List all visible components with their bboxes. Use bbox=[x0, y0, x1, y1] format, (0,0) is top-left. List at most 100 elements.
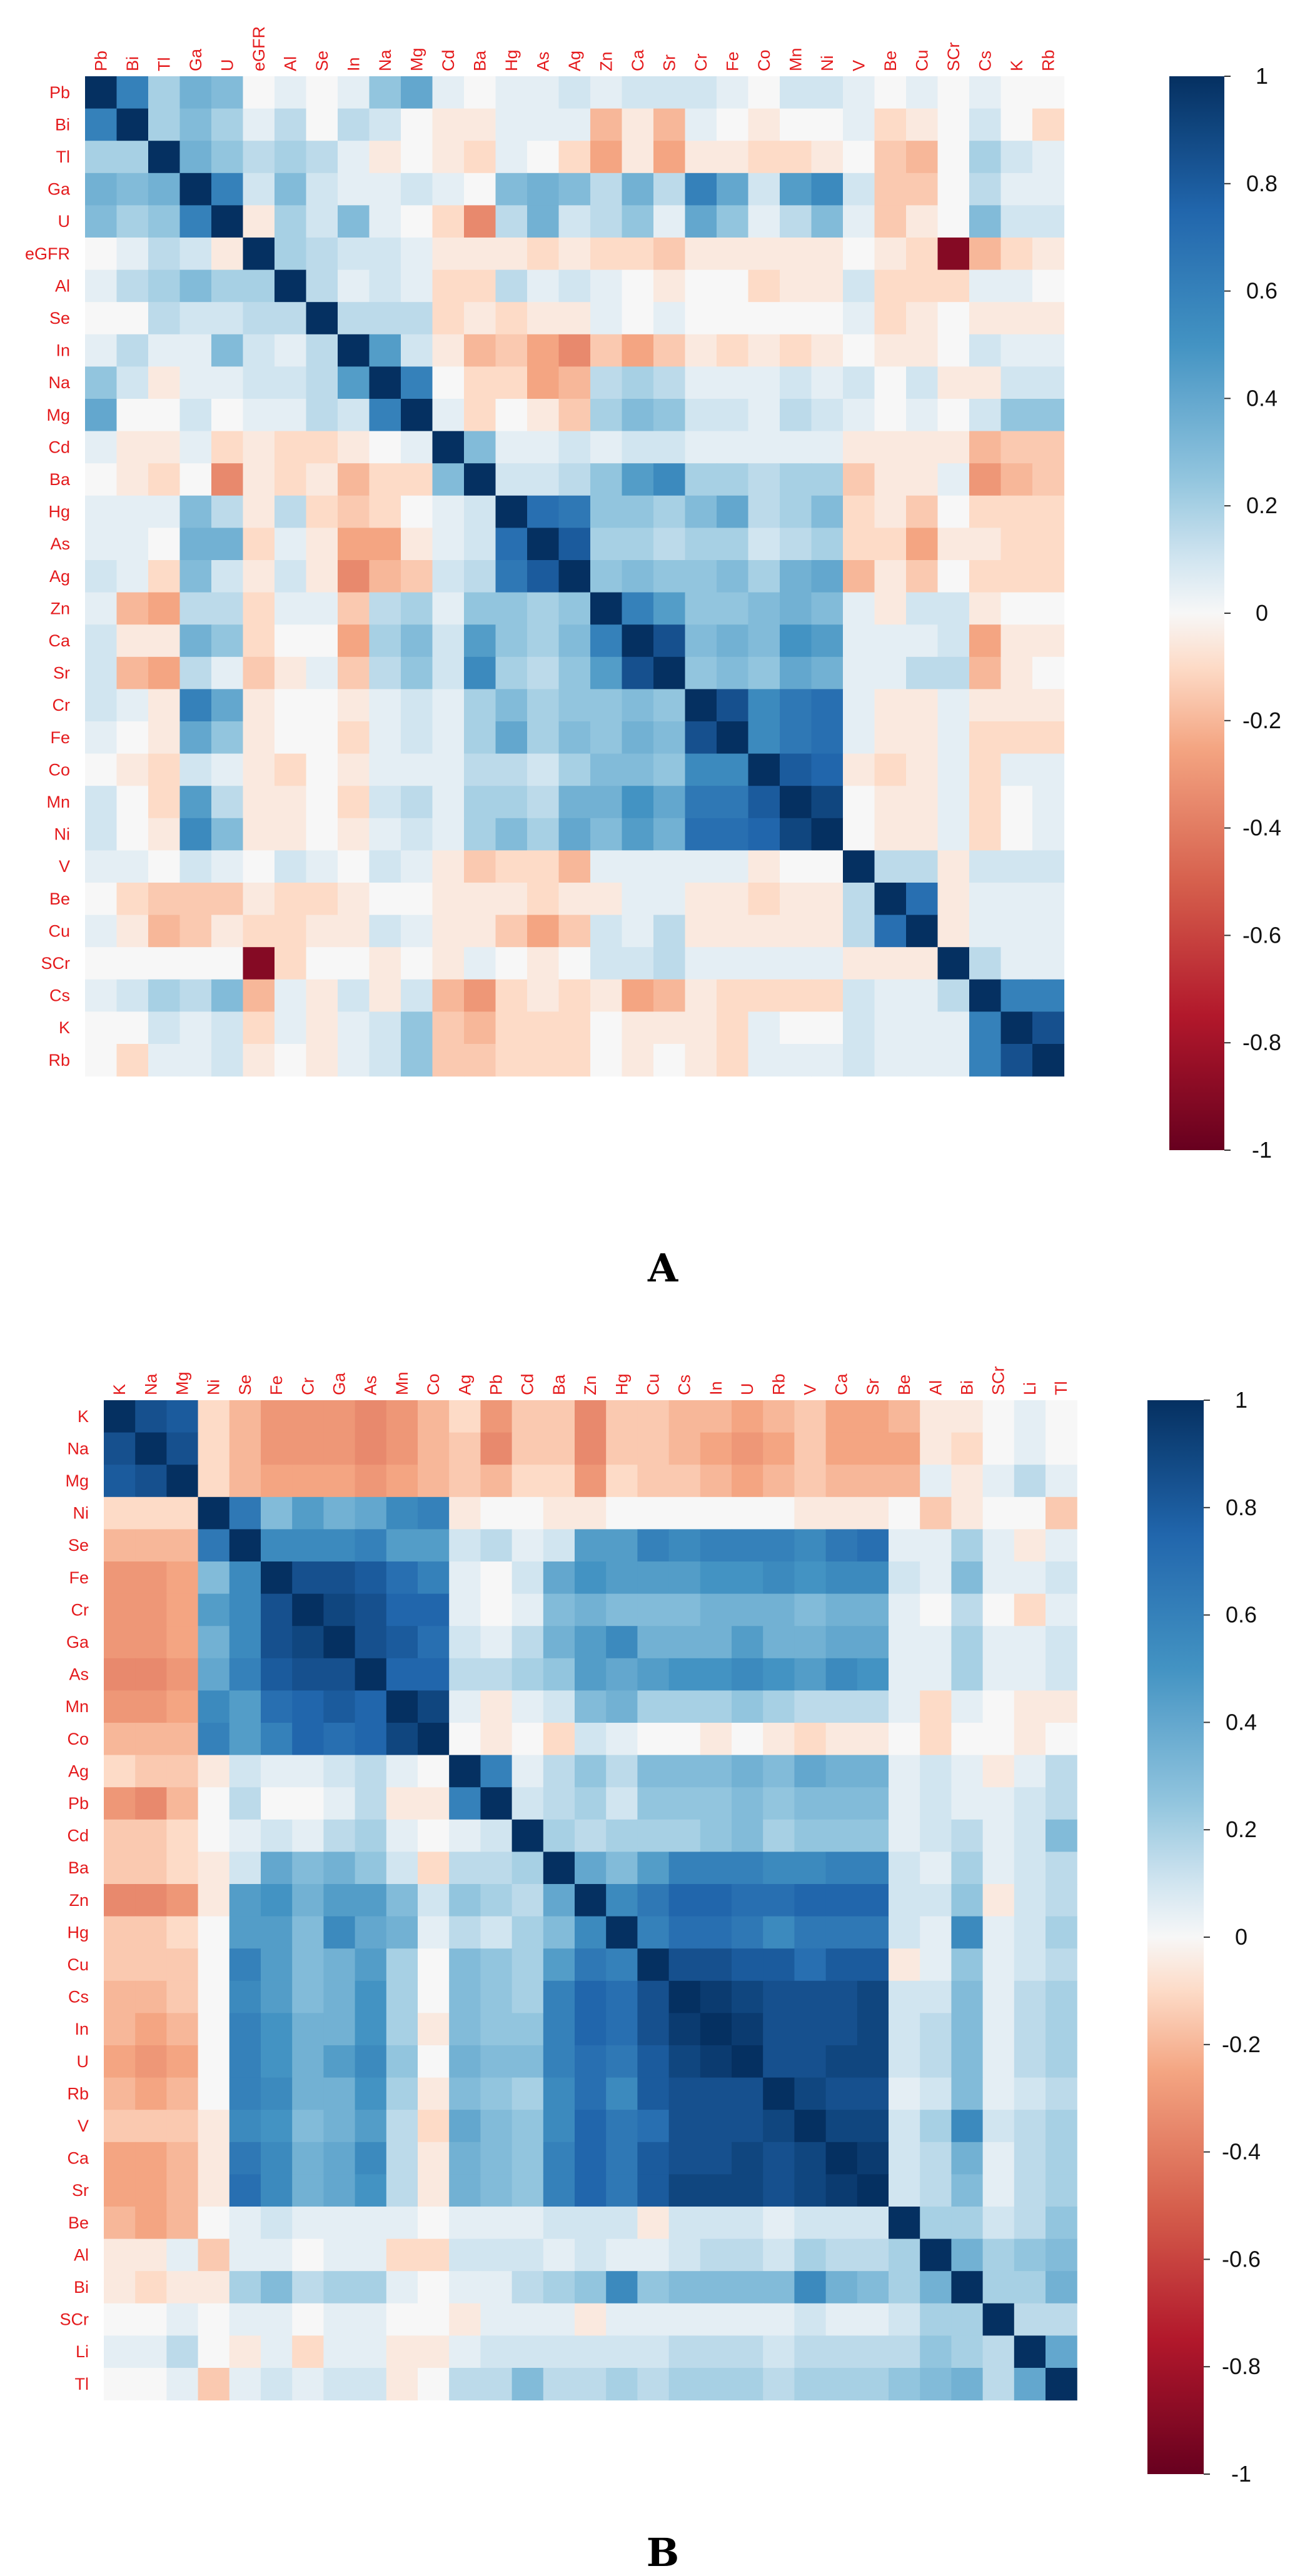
panel-a-cell-Mg-U bbox=[211, 399, 244, 432]
panel-a-cell-Be-As bbox=[527, 883, 560, 916]
panel-a-cell-V-Cd bbox=[432, 850, 465, 883]
panel-a-row-label: Hg bbox=[48, 503, 70, 521]
panel-b-cell-Hg-As bbox=[355, 1916, 387, 1949]
panel-b-cell-Li-V bbox=[794, 2335, 827, 2368]
panel-b-cell-Rb-Ni bbox=[198, 2077, 230, 2110]
panel-b-cell-K-Cu bbox=[637, 1400, 670, 1433]
panel-b-cell-Bi-Mn bbox=[386, 2271, 418, 2304]
panel-b-cell-V-In bbox=[700, 2110, 732, 2143]
panel-b-cell-Cd-SCr bbox=[982, 1819, 1015, 1852]
panel-a-cell-Na-Mg bbox=[401, 366, 433, 399]
panel-a-cell-Cs-U bbox=[211, 979, 244, 1012]
panel-b-cell-Ba-K bbox=[104, 1852, 136, 1885]
panel-a-cell-Cd-As bbox=[527, 431, 560, 464]
panel-b-cell-U-Ag bbox=[449, 2045, 481, 2078]
panel-b-cell-Fe-Mn bbox=[386, 1561, 418, 1595]
panel-b-row-label: In bbox=[74, 2020, 89, 2038]
panel-b-cell-As-SCr bbox=[982, 1658, 1015, 1691]
panel-a-cell-Cd-K bbox=[1000, 431, 1033, 464]
panel-a-cell-Pb-Cu bbox=[906, 76, 939, 109]
panel-b-cell-Rb-Cr bbox=[292, 2077, 324, 2110]
panel-b-cell-Be-Mg bbox=[166, 2207, 199, 2240]
panel-b-cell-Cs-Ag bbox=[449, 1980, 481, 2013]
panel-a-cell-As-SCr bbox=[937, 528, 970, 561]
panel-a-cell-In-Ga bbox=[179, 334, 212, 367]
panel-b-cell-Ba-Al bbox=[920, 1852, 952, 1885]
panel-a-cell-Pb-Cr bbox=[685, 76, 717, 109]
panel-a-cell-Be-Cs bbox=[969, 883, 1002, 916]
panel-b-cell-Mn-Cs bbox=[668, 1690, 701, 1723]
panel-b-cell-Cu-Co bbox=[418, 1948, 450, 1982]
panel-b-cell-Mn-Fe bbox=[261, 1690, 293, 1723]
panel-b-cell-Bi-As bbox=[355, 2271, 387, 2304]
panel-b-cell-Ca-Ag bbox=[449, 2142, 481, 2175]
panel-b-cell-U-Mg bbox=[166, 2045, 199, 2078]
panel-a-cell-Rb-Rb bbox=[1032, 1044, 1065, 1077]
panel-a-cell-In-Ba bbox=[464, 334, 496, 367]
panel-b-cell-Cr-In bbox=[700, 1593, 732, 1626]
panel-a-row-label: Cd bbox=[48, 438, 70, 456]
panel-b-cell-SCr-Ga bbox=[323, 2303, 356, 2336]
panel-b-cell-Cr-Rb bbox=[763, 1593, 795, 1626]
panel-b-cell-In-K bbox=[104, 2013, 136, 2046]
panel-a-cell-Al-Cr bbox=[685, 269, 717, 303]
panel-b-cell-Cr-Ni bbox=[198, 1593, 230, 1626]
panel-b-cell-Sr-Ag bbox=[449, 2174, 481, 2207]
panel-b-cell-Ba-Ga bbox=[323, 1852, 356, 1885]
panel-b-cell-Ca-In bbox=[700, 2142, 732, 2175]
panel-a-cell-Be-Ga bbox=[179, 883, 212, 916]
panel-b-cell-Rb-Co bbox=[418, 2077, 450, 2110]
panel-b-cell-As-Ca bbox=[825, 1658, 858, 1691]
panel-b-cell-As-Mn bbox=[386, 1658, 418, 1691]
panel-b-cell-Co-Bi bbox=[951, 1723, 984, 1756]
panel-a-cell-Tl-In bbox=[338, 141, 370, 174]
panel-b-cell-Li-SCr bbox=[982, 2335, 1015, 2368]
panel-b-cell-In-Cr bbox=[292, 2013, 324, 2046]
panel-a-cell-Mn-Sr bbox=[653, 786, 686, 819]
panel-a-col-label: Cr bbox=[692, 54, 710, 72]
panel-a-cell-Sr-Co bbox=[748, 656, 780, 689]
panel-a-cell-Cu-Cu bbox=[906, 915, 939, 948]
panel-a-cell-Sr-Tl bbox=[148, 656, 181, 689]
panel-a-cell-SCr-Ga bbox=[179, 947, 212, 980]
panel-a-cell-Ba-Hg bbox=[495, 463, 528, 496]
panel-a-cell-Pb-Ni bbox=[811, 76, 844, 109]
panel-a-col-label: Be bbox=[881, 51, 900, 71]
panel-b-cell-SCr-In bbox=[700, 2303, 732, 2336]
panel-b-cell-Mg-Li bbox=[1014, 1465, 1046, 1498]
panel-b-cell-Se-K bbox=[104, 1529, 136, 1562]
panel-a-cell-Zn-Zn bbox=[590, 592, 623, 625]
panel-b-cell-U-SCr bbox=[982, 2045, 1015, 2078]
panel-a-cell-Fe-Se bbox=[306, 721, 338, 754]
panel-a-cell-Be-Be bbox=[874, 883, 907, 916]
panel-a-cell-Bi-SCr bbox=[937, 108, 970, 141]
panel-a-cell-Hg-Al bbox=[275, 495, 307, 528]
panel-b-cell-Fe-As bbox=[355, 1561, 387, 1595]
panel-b-cell-Cu-In bbox=[700, 1948, 732, 1982]
panel-a-cell-Bi-Mg bbox=[401, 108, 433, 141]
panel-a-cell-SCr-Rb bbox=[1032, 947, 1065, 980]
panel-a-cell-Cs-Cs bbox=[969, 979, 1002, 1012]
panel-a-cell-Mn-U bbox=[211, 786, 244, 819]
panel-b-cell-Mn-Cu bbox=[637, 1690, 670, 1723]
panel-b-cell-Hg-Fe bbox=[261, 1916, 293, 1949]
panel-a-cell-Cr-U bbox=[211, 689, 244, 722]
panel-b-cell-Be-Cs bbox=[668, 2207, 701, 2240]
panel-b-cell-Tl-Cu bbox=[637, 2368, 670, 2401]
panel-b-cell-Na-Ca bbox=[825, 1432, 858, 1465]
panel-b-cell-Co-Tl bbox=[1046, 1723, 1077, 1756]
panel-a-cell-Ga-Ba bbox=[464, 173, 496, 206]
panel-a-cell-V-Rb bbox=[1032, 850, 1065, 883]
panel-a-cell-Mn-Cs bbox=[969, 786, 1002, 819]
panel-b-cell-As-Ag bbox=[449, 1658, 481, 1691]
panel-a-cell-Tl-Pb bbox=[85, 141, 118, 174]
panel-a-cell-SCr-Na bbox=[369, 947, 401, 980]
panel-a-cell-eGFR-Ni bbox=[811, 238, 844, 271]
panel-a-cell-U-Na bbox=[369, 205, 401, 238]
panel-b-cell-Na-Sr bbox=[857, 1432, 889, 1465]
panel-a-cell-Ba-Na bbox=[369, 463, 401, 496]
panel-a-cell-Be-Tl bbox=[148, 883, 181, 916]
panel-a-col-label: Cs bbox=[975, 51, 994, 71]
panel-a-cell-V-Hg bbox=[495, 850, 528, 883]
panel-a-cell-Cs-Ca bbox=[622, 979, 654, 1012]
